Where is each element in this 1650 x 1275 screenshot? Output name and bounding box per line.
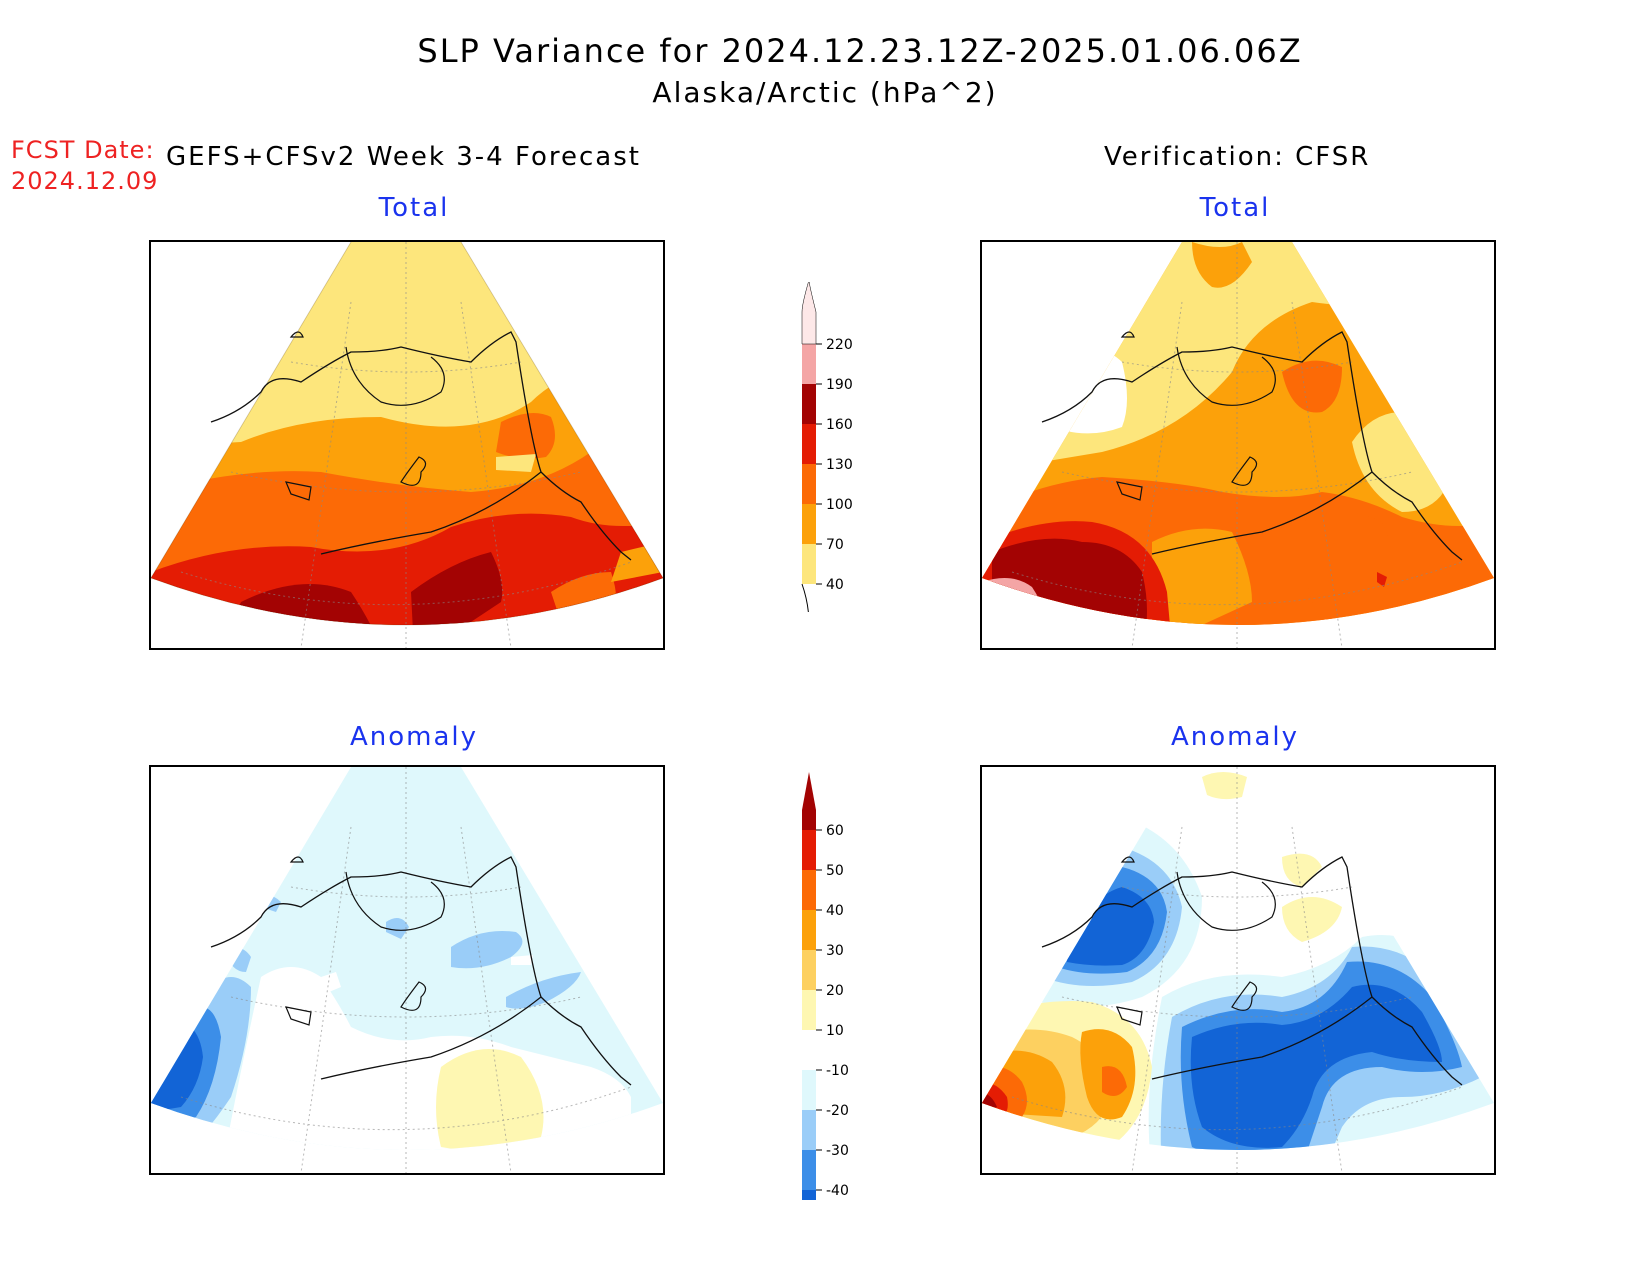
colorbar-tick-label: 220 xyxy=(826,337,853,353)
forecast-date-value: 2024.12.09 xyxy=(11,167,159,195)
colorbar-tick-label: 10 xyxy=(826,1023,844,1039)
colorbar-tick-label: 160 xyxy=(826,417,853,433)
verification-column-header: Verification: CFSR xyxy=(1104,142,1371,172)
colorbar-swatch xyxy=(802,830,816,870)
forecast-total-title: Total xyxy=(378,193,450,223)
colorbar-swatch xyxy=(802,464,816,504)
figure-title: SLP Variance for 2024.12.23.12Z-2025.01.… xyxy=(417,32,1303,70)
colorbar-tick-label: 130 xyxy=(826,457,853,473)
figure-subtitle: Alaska/Arctic (hPa^2) xyxy=(652,76,998,109)
colorbar-swatch xyxy=(802,1030,816,1070)
colorbar-swatch xyxy=(802,384,816,424)
forecast-date-label: FCST Date: xyxy=(11,136,155,164)
colorbar-lower-tail xyxy=(801,583,810,625)
verification-total-title: Total xyxy=(1199,193,1271,223)
colorbar-tick-label: 30 xyxy=(826,943,844,959)
colorbar-tick-label: 40 xyxy=(826,903,844,919)
verification-total-map xyxy=(980,240,1496,650)
colorbar-swatch xyxy=(802,990,816,1030)
colorbar-tick-label: -30 xyxy=(826,1143,849,1159)
colorbar-swatch xyxy=(802,424,816,464)
colorbar-swatch xyxy=(802,1110,816,1150)
colorbar-tick-label: -10 xyxy=(826,1063,849,1079)
colorbar-tick-label: 40 xyxy=(826,577,844,593)
colorbar-swatch xyxy=(801,279,817,345)
verification-anomaly-map xyxy=(980,765,1496,1175)
total-colorbar: 40 70 100 130 160 190 220 xyxy=(790,279,870,625)
colorbar-tick-label: 190 xyxy=(826,377,853,393)
colorbar-tick-label: 70 xyxy=(826,537,844,553)
forecast-anomaly-map xyxy=(149,765,665,1175)
colorbar-swatch xyxy=(802,1190,816,1248)
colorbar-tick-label: 20 xyxy=(826,983,844,999)
colorbar-swatch xyxy=(802,870,816,910)
colorbar-tick-label: 50 xyxy=(826,863,844,879)
colorbar-swatch xyxy=(802,1150,816,1190)
colorbar-swatch xyxy=(802,504,816,544)
anomaly-colorbar: -40 -30 -20 -10 10 20 30 40 50 60 xyxy=(790,750,870,1248)
colorbar-tick-label: -40 xyxy=(826,1183,849,1199)
colorbar-tick-label: -20 xyxy=(826,1103,849,1119)
colorbar-tick-label: 100 xyxy=(826,497,853,513)
colorbar-swatch xyxy=(802,344,816,384)
forecast-column-header: GEFS+CFSv2 Week 3-4 Forecast xyxy=(166,142,641,172)
colorbar-swatch xyxy=(802,544,816,584)
colorbar-swatch xyxy=(802,1070,816,1110)
colorbar-swatch xyxy=(802,772,816,830)
verification-anomaly-title: Anomaly xyxy=(1170,722,1300,752)
colorbar-swatch xyxy=(802,910,816,950)
forecast-total-map xyxy=(149,240,665,650)
forecast-anomaly-title: Anomaly xyxy=(349,722,479,752)
colorbar-tick-label: 60 xyxy=(826,823,844,839)
colorbar-swatch xyxy=(802,950,816,990)
